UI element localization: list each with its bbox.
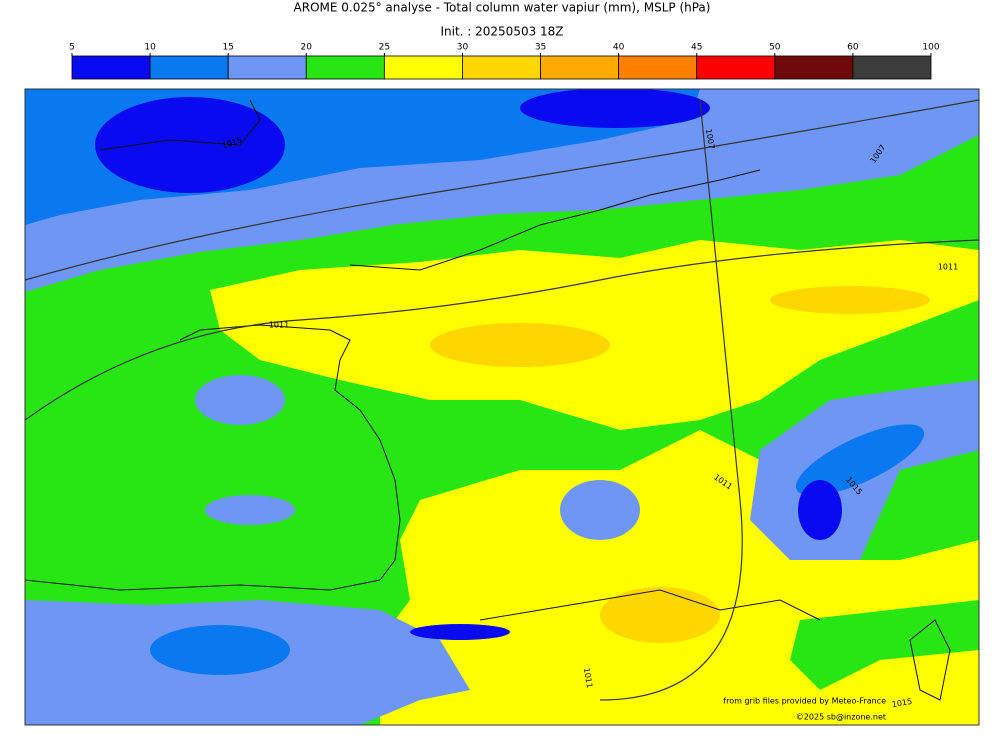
colorbar-tick-label: 10 <box>144 43 156 53</box>
dry-core <box>410 624 510 640</box>
moist-core <box>600 587 720 643</box>
colorbar-segment <box>227 55 307 80</box>
colorbar-tick-label: 35 <box>535 43 546 53</box>
colorbar-tick-label: 60 <box>847 43 859 53</box>
coastline <box>25 579 381 591</box>
colorbar-segment <box>852 55 932 80</box>
dry-patch <box>560 480 640 540</box>
colorbar-segment <box>618 55 698 80</box>
map-frame <box>24 88 980 726</box>
isobar <box>599 99 743 701</box>
colorbar-segment <box>71 55 151 80</box>
title: AROME 0.025° analyse - Total column wate… <box>294 1 711 15</box>
colorbar-tick-label: 5 <box>69 43 75 53</box>
isobar <box>25 239 979 421</box>
coastline <box>479 589 821 621</box>
dry-core <box>150 625 290 675</box>
moist-core <box>770 286 930 314</box>
dry-patch <box>205 495 295 525</box>
colorbar-segment <box>383 55 463 80</box>
credit: from grib files provided by Meteo-France <box>723 697 886 706</box>
dry-core <box>95 97 285 193</box>
colorbar-tick-label: 20 <box>301 43 313 53</box>
coastline <box>179 324 401 581</box>
colorbar-segment <box>774 55 854 80</box>
dry-patch <box>195 375 285 425</box>
dry-core <box>520 89 710 128</box>
coastline <box>99 99 261 151</box>
colorbar-tick-label: 40 <box>613 43 625 53</box>
colorbar-segment <box>462 55 541 80</box>
contour-label: 1011 <box>938 263 958 272</box>
colorbar-tick-label: 100 <box>922 43 939 53</box>
contour-label: 1011 <box>269 321 289 330</box>
isobars <box>25 99 979 701</box>
credit: ©2025 sb@inzone.net <box>796 713 886 722</box>
isobar <box>25 99 979 281</box>
map: 1015 1011 1007 1007 1011 1011 1011 1015 … <box>24 88 980 726</box>
colorbar-tick-label: 15 <box>222 43 233 53</box>
contour-label: 1011 <box>582 667 594 689</box>
dry-core <box>795 424 925 496</box>
moist-core <box>430 323 610 367</box>
colorbar-tick-label: 45 <box>691 43 702 53</box>
colorbar-segment <box>149 55 229 80</box>
colorbar-segment <box>540 55 620 80</box>
colorbar-segment <box>696 55 776 80</box>
contour-label: 1007 <box>704 128 716 150</box>
colorbar-tick-label: 50 <box>769 43 781 53</box>
colorbar-tick-label: 25 <box>379 43 390 53</box>
contour-label: 1015 <box>891 697 913 709</box>
colorbar: 5 10 15 20 25 30 35 40 45 50 60 100 <box>69 43 940 80</box>
init-time: Init. : 20250503 18Z <box>440 25 563 39</box>
dry-core <box>798 480 842 540</box>
colorbar-segment <box>305 55 385 80</box>
coastline <box>909 619 951 701</box>
colorbar-tick-label: 30 <box>457 43 469 53</box>
